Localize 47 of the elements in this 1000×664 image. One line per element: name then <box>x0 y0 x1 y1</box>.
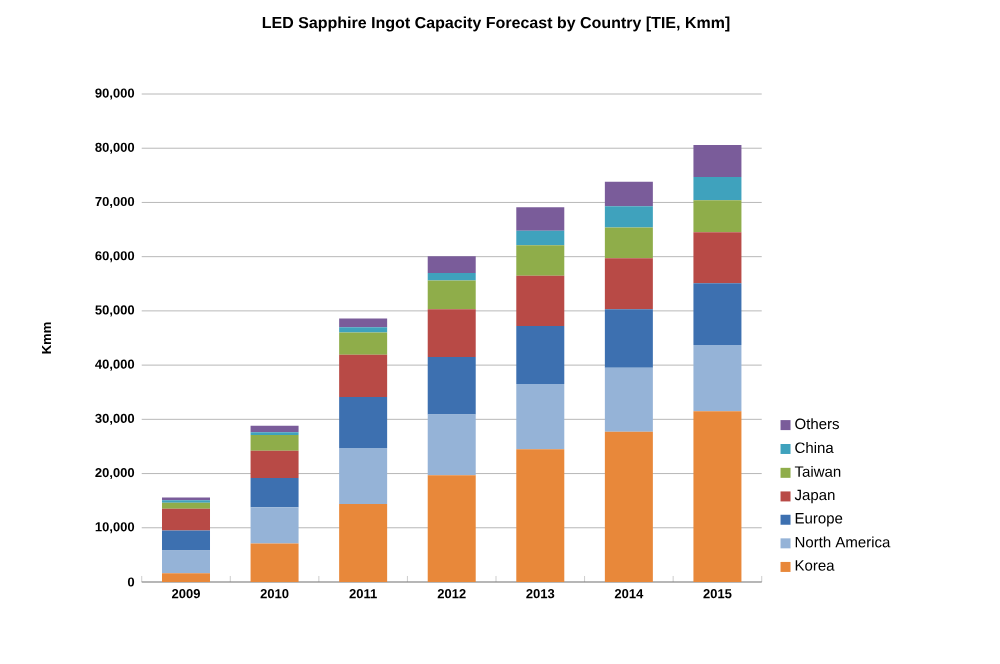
bar <box>250 425 299 433</box>
bar <box>693 176 742 201</box>
bar <box>250 477 299 508</box>
bar <box>604 206 653 228</box>
bar <box>604 181 653 207</box>
bar <box>339 327 388 333</box>
bar <box>427 256 476 273</box>
bar <box>427 414 476 476</box>
bar <box>250 507 299 544</box>
bar <box>693 411 742 582</box>
bar <box>339 503 388 582</box>
bar <box>427 309 476 357</box>
bar <box>339 318 388 328</box>
bar <box>693 283 742 346</box>
bar <box>604 258 653 310</box>
bar <box>693 144 742 177</box>
bar <box>693 345 742 412</box>
bar <box>162 502 211 509</box>
bar <box>250 435 299 451</box>
bar <box>516 207 565 231</box>
bar <box>427 356 476 415</box>
bar <box>339 448 388 504</box>
bar <box>250 543 299 582</box>
bar <box>427 280 476 310</box>
bar <box>162 530 211 551</box>
bar <box>516 384 565 450</box>
bar <box>516 230 565 246</box>
chart-title: LED Sapphire Ingot Capacity Forecast by Country [TIE, Kmm] <box>262 16 730 32</box>
bar <box>162 508 211 531</box>
bar <box>250 450 299 478</box>
bar <box>339 354 388 398</box>
bar <box>693 200 742 233</box>
bar <box>516 275 565 327</box>
bar <box>604 367 653 432</box>
bar <box>604 227 653 259</box>
bar <box>516 449 565 582</box>
bar <box>427 272 476 281</box>
bar <box>693 232 742 284</box>
bar <box>516 245 565 276</box>
bar <box>162 550 211 574</box>
bar <box>604 309 653 368</box>
bar <box>339 332 388 355</box>
bar <box>604 431 653 582</box>
bar <box>427 475 476 582</box>
bar <box>516 326 565 385</box>
bar <box>339 397 388 449</box>
bar <box>162 573 211 582</box>
